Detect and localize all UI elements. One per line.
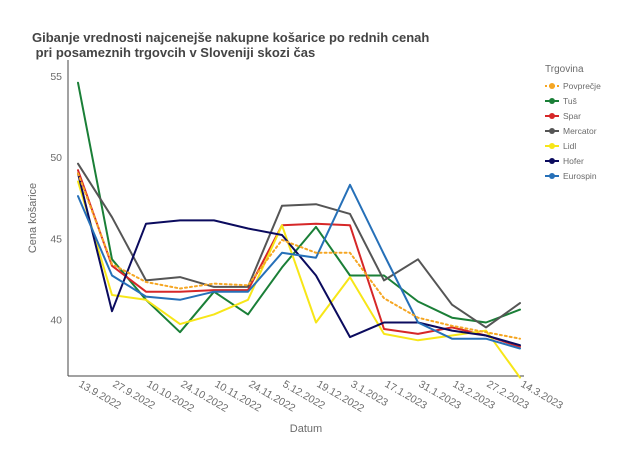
- legend-item-label: Mercator: [563, 126, 597, 136]
- chart-title-line-2: pri posameznih trgovcih v Sloveniji skoz…: [32, 45, 315, 60]
- legend-item-label: Lidl: [563, 141, 576, 151]
- y-tick-label: 40: [50, 314, 62, 326]
- legend-swatch-dot: [549, 83, 555, 89]
- y-tick-label: 45: [50, 233, 62, 245]
- legend-swatch-dot: [549, 98, 555, 104]
- series-layer: [77, 81, 521, 379]
- series-line-eurospin: [77, 183, 521, 350]
- legend-item-label: Hofer: [563, 156, 584, 166]
- series-line-hofer: [77, 172, 521, 347]
- legend-item-label: Povprečje: [563, 81, 601, 91]
- y-tick-label: 50: [50, 152, 62, 164]
- y-tick-label: 55: [50, 71, 62, 83]
- x-axis-title: Datum: [290, 423, 322, 435]
- series-line-spar: [77, 169, 521, 348]
- series-line-lidl: [77, 180, 521, 379]
- series-line-mercator: [77, 162, 521, 329]
- legend-swatch-dot: [549, 158, 555, 164]
- legend-item-label: Eurospin: [563, 171, 597, 181]
- legend-item-label: Tuš: [563, 96, 577, 106]
- legend-item-label: Spar: [563, 111, 581, 121]
- legend-swatch-dot: [549, 143, 555, 149]
- series-line-tu: [77, 81, 521, 334]
- legend-swatch-dot: [549, 113, 555, 119]
- legend-swatch-dot: [549, 128, 555, 134]
- legend-title: Trgovina: [545, 64, 584, 75]
- legend-swatch-dot: [549, 173, 555, 179]
- y-axis-title: Cena košarice: [27, 183, 39, 253]
- series-line-povpreje: [77, 172, 521, 340]
- legend: Povprečje Tuš Spar Mercator Lidl Hofer Eurospi…: [545, 81, 601, 181]
- chart-title-line-1: Gibanje vrednosti najcenejše nakupne koš…: [32, 30, 429, 45]
